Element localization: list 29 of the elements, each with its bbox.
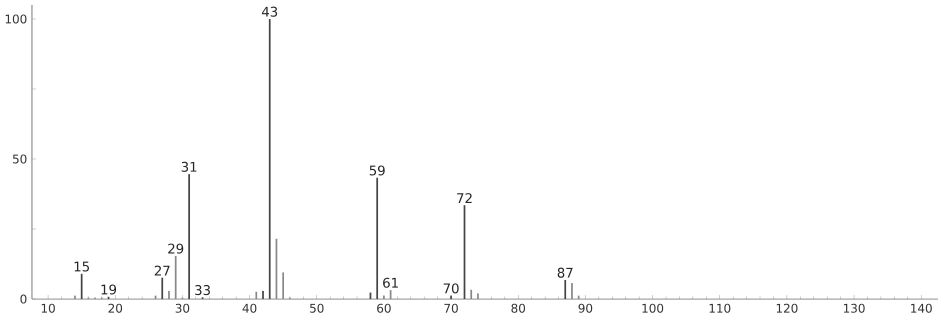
y-tick-label: 50 bbox=[12, 154, 26, 164]
annotation: 15 bbox=[74, 262, 89, 272]
x-tick-label: 70 bbox=[444, 304, 458, 313]
annotation: 29 bbox=[168, 244, 184, 254]
x-tick-label: 40 bbox=[242, 304, 256, 313]
x-tick-label: 110 bbox=[710, 304, 730, 313]
x-tick-label: 90 bbox=[578, 304, 592, 313]
x-tick-label: 130 bbox=[844, 304, 865, 313]
annotation: 33 bbox=[195, 285, 210, 296]
annotation: 19 bbox=[102, 284, 116, 295]
x-tick-label: 50 bbox=[310, 304, 324, 313]
annotation: 43 bbox=[262, 6, 278, 17]
x-tick-label: 20 bbox=[108, 304, 122, 313]
x-tick-label: 10 bbox=[42, 304, 55, 313]
annotation: 70 bbox=[444, 283, 459, 294]
annotation: 59 bbox=[370, 165, 385, 176]
x-tick-label: 80 bbox=[511, 304, 526, 313]
x-tick-label: 30 bbox=[176, 304, 190, 313]
y-tick-label: 0 bbox=[20, 294, 26, 304]
x-tick-label: 120 bbox=[776, 304, 798, 313]
annotation: 61 bbox=[383, 278, 398, 288]
annotation: 87 bbox=[558, 268, 573, 278]
x-tick-label: 60 bbox=[377, 304, 391, 313]
x-tick-label: 100 bbox=[642, 304, 664, 313]
annotation: 27 bbox=[154, 266, 170, 276]
y-tick-label: 100 bbox=[6, 14, 26, 24]
x-tick-label: 140 bbox=[911, 304, 932, 313]
annotation: 72 bbox=[457, 193, 472, 203]
annotation: 31 bbox=[182, 162, 196, 172]
